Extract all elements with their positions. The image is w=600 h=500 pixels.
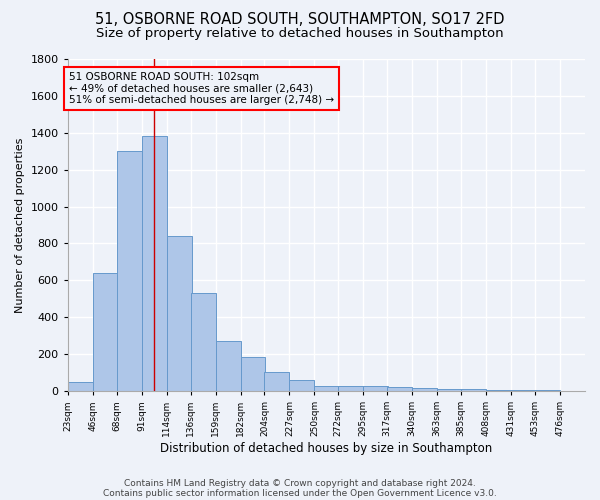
Bar xyxy=(191,294,215,391)
Bar xyxy=(511,390,536,391)
Bar xyxy=(142,136,167,391)
Bar xyxy=(265,372,289,391)
Bar xyxy=(215,341,241,391)
Text: Contains public sector information licensed under the Open Government Licence v3: Contains public sector information licen… xyxy=(103,488,497,498)
X-axis label: Distribution of detached houses by size in Southampton: Distribution of detached houses by size … xyxy=(160,442,493,455)
Bar xyxy=(486,390,511,391)
Bar xyxy=(314,386,340,391)
Bar xyxy=(461,389,486,391)
Y-axis label: Number of detached properties: Number of detached properties xyxy=(15,138,25,312)
Bar xyxy=(338,386,364,391)
Bar xyxy=(116,151,142,391)
Bar xyxy=(167,236,191,391)
Bar xyxy=(387,388,412,391)
Bar xyxy=(412,388,437,391)
Text: Contains HM Land Registry data © Crown copyright and database right 2024.: Contains HM Land Registry data © Crown c… xyxy=(124,478,476,488)
Bar xyxy=(289,380,314,391)
Bar xyxy=(535,390,560,391)
Bar xyxy=(437,389,462,391)
Text: 51, OSBORNE ROAD SOUTH, SOUTHAMPTON, SO17 2FD: 51, OSBORNE ROAD SOUTH, SOUTHAMPTON, SO1… xyxy=(95,12,505,28)
Bar xyxy=(93,273,118,391)
Bar xyxy=(364,386,388,391)
Bar xyxy=(241,357,265,391)
Text: Size of property relative to detached houses in Southampton: Size of property relative to detached ho… xyxy=(96,28,504,40)
Bar xyxy=(68,382,93,391)
Text: 51 OSBORNE ROAD SOUTH: 102sqm
← 49% of detached houses are smaller (2,643)
51% o: 51 OSBORNE ROAD SOUTH: 102sqm ← 49% of d… xyxy=(69,72,334,105)
